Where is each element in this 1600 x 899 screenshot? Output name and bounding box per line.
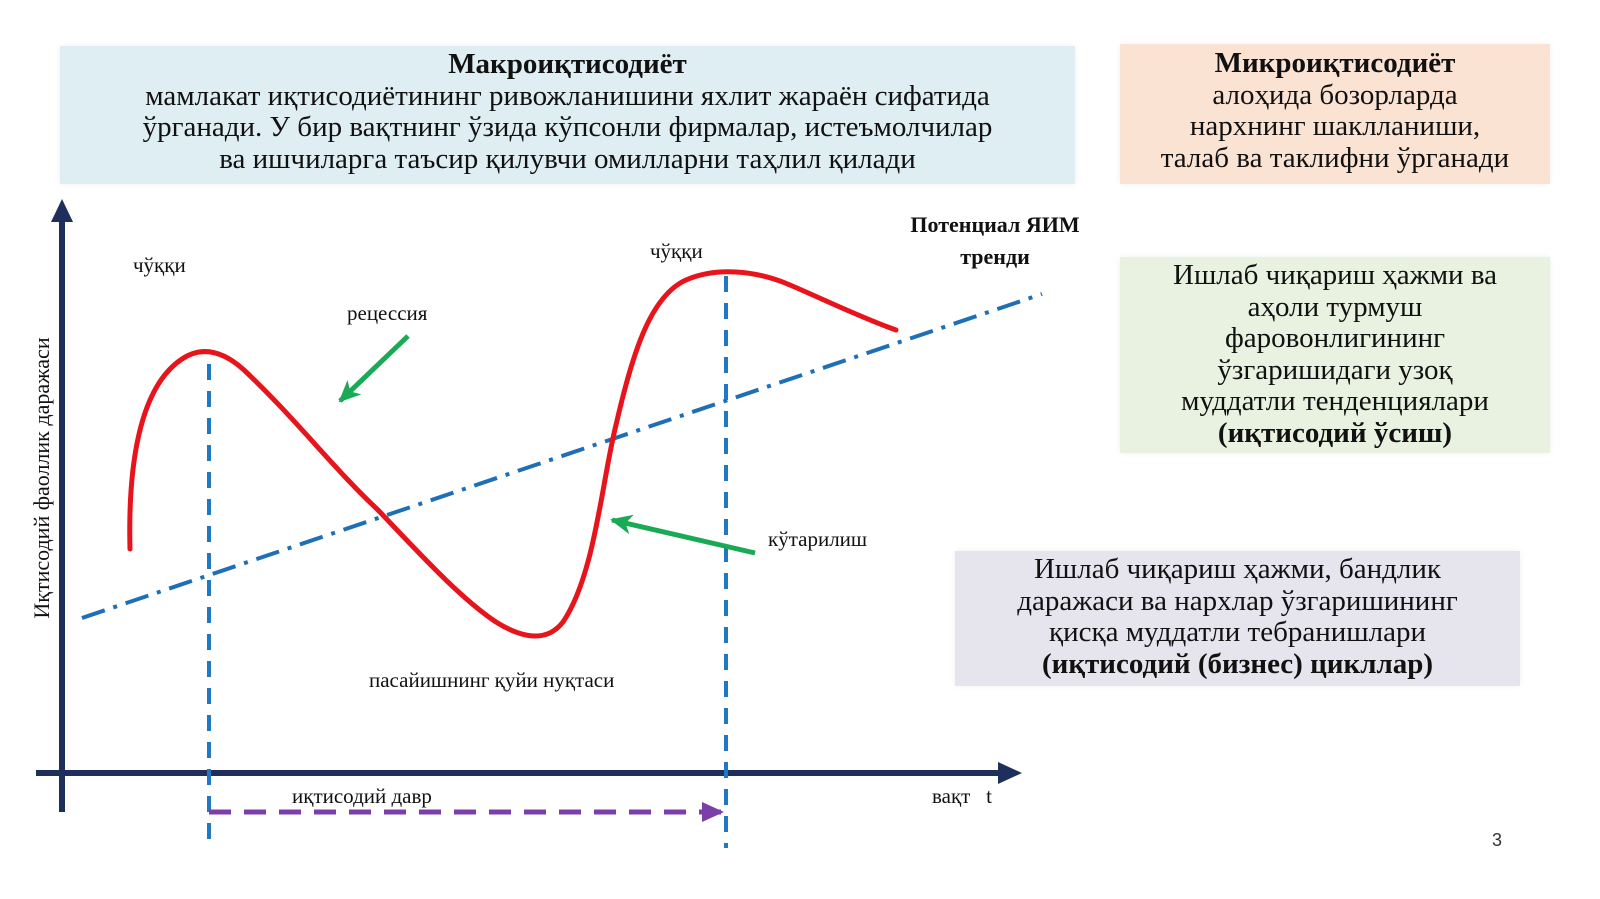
microeconomics-text-line-3: талаб ва таклифни ўрганади	[1160, 141, 1510, 174]
trough-label: пасайишнинг қуйи нуқтаси	[369, 668, 615, 692]
growth-term: иқтисодий ўсиш	[1227, 416, 1443, 449]
macroeconomics-text-line-2: ўрганади. У бир вақтнинг ўзида кўпсонли …	[142, 111, 993, 143]
macroeconomics-text-line-3: ва ишчиларга таъсир қилувчи омилларни та…	[219, 142, 916, 175]
growth-open-paren: (	[1217, 416, 1228, 449]
potential-gdp-trend-line	[81, 292, 1043, 620]
page-number: 3	[1492, 830, 1503, 850]
growth-term-line: (иқтисодий ўсиш)	[1120, 416, 1550, 450]
x-axis-label: вақт t	[932, 784, 992, 808]
macroeconomics-box: Макроиқтисодиёт мамлакат иқтисодиётининг…	[60, 46, 1075, 184]
business-cycles-box: Ишлаб чиқариш ҳажми, бандлик даражаси ва…	[955, 551, 1520, 686]
peak-label-2: чўққи	[650, 239, 703, 263]
microeconomics-text-line-1: алоҳида бозорларда	[1212, 78, 1458, 111]
microeconomics-title: Микроиқтисодиёт	[1214, 47, 1456, 79]
trend-label-line-1: Потенциал ЯИМ	[910, 212, 1080, 237]
growth-text-line-3: фаровонлигининг	[1224, 322, 1446, 354]
recession-arrow	[338, 334, 410, 403]
macroeconomics-text-line-1: мамлакат иқтисодиётининг ривожланишини я…	[145, 79, 990, 112]
growth-close-paren: )	[1442, 416, 1453, 449]
expansion-arrow	[610, 514, 756, 556]
y-axis-arrowhead	[51, 199, 73, 222]
cycles-text-line-2: даражаси ва нархлар ўзгаришининг	[1017, 584, 1458, 617]
macroeconomics-title: Макроиқтисодиёт	[448, 48, 687, 80]
economic-cycle-label: иқтисодий давр	[292, 784, 432, 808]
recession-label: рецессия	[347, 301, 428, 325]
cycles-open-paren: (	[1041, 647, 1052, 680]
y-axis-label: Иқтисодий фаоллик даражаси	[29, 337, 54, 619]
business-cycle-curve	[127, 269, 899, 639]
x-axis-arrowhead	[998, 762, 1022, 784]
cycles-text-line-3: қисқа муддатли тебранишлари	[1049, 616, 1426, 648]
cycles-term: иқтисодий (бизнес) цикллар	[1051, 647, 1424, 680]
growth-text-line-1: Ишлаб чиқариш ҳажми ва	[1173, 259, 1497, 291]
peak-label-1: чўққи	[133, 253, 186, 277]
microeconomics-box: Микроиқтисодиёт алоҳида бозорларда нархн…	[1120, 44, 1550, 184]
microeconomics-text-line-2: нархнинг шаклланиши,	[1189, 110, 1481, 142]
growth-text-line-5: муддатли тенденциялари	[1181, 385, 1489, 417]
economic-growth-box: Ишлаб чиқариш ҳажми ва аҳоли турмуш фаро…	[1120, 257, 1550, 453]
cycles-term-line: (иқтисодий (бизнес) цикллар)	[955, 647, 1520, 681]
growth-text-line-4: ўзгаришидаги узоқ	[1217, 353, 1453, 386]
cycles-close-paren: )	[1423, 647, 1434, 680]
trend-line-label: Потенциал ЯИМ тренди	[880, 209, 1110, 273]
cycles-text-line-1: Ишлаб чиқариш ҳажми, бандлик	[1033, 553, 1442, 585]
trend-label-line-2: тренди	[960, 244, 1030, 269]
growth-text-line-2: аҳоли турмуш	[1247, 290, 1423, 323]
expansion-label: кўтарилиш	[768, 527, 868, 551]
